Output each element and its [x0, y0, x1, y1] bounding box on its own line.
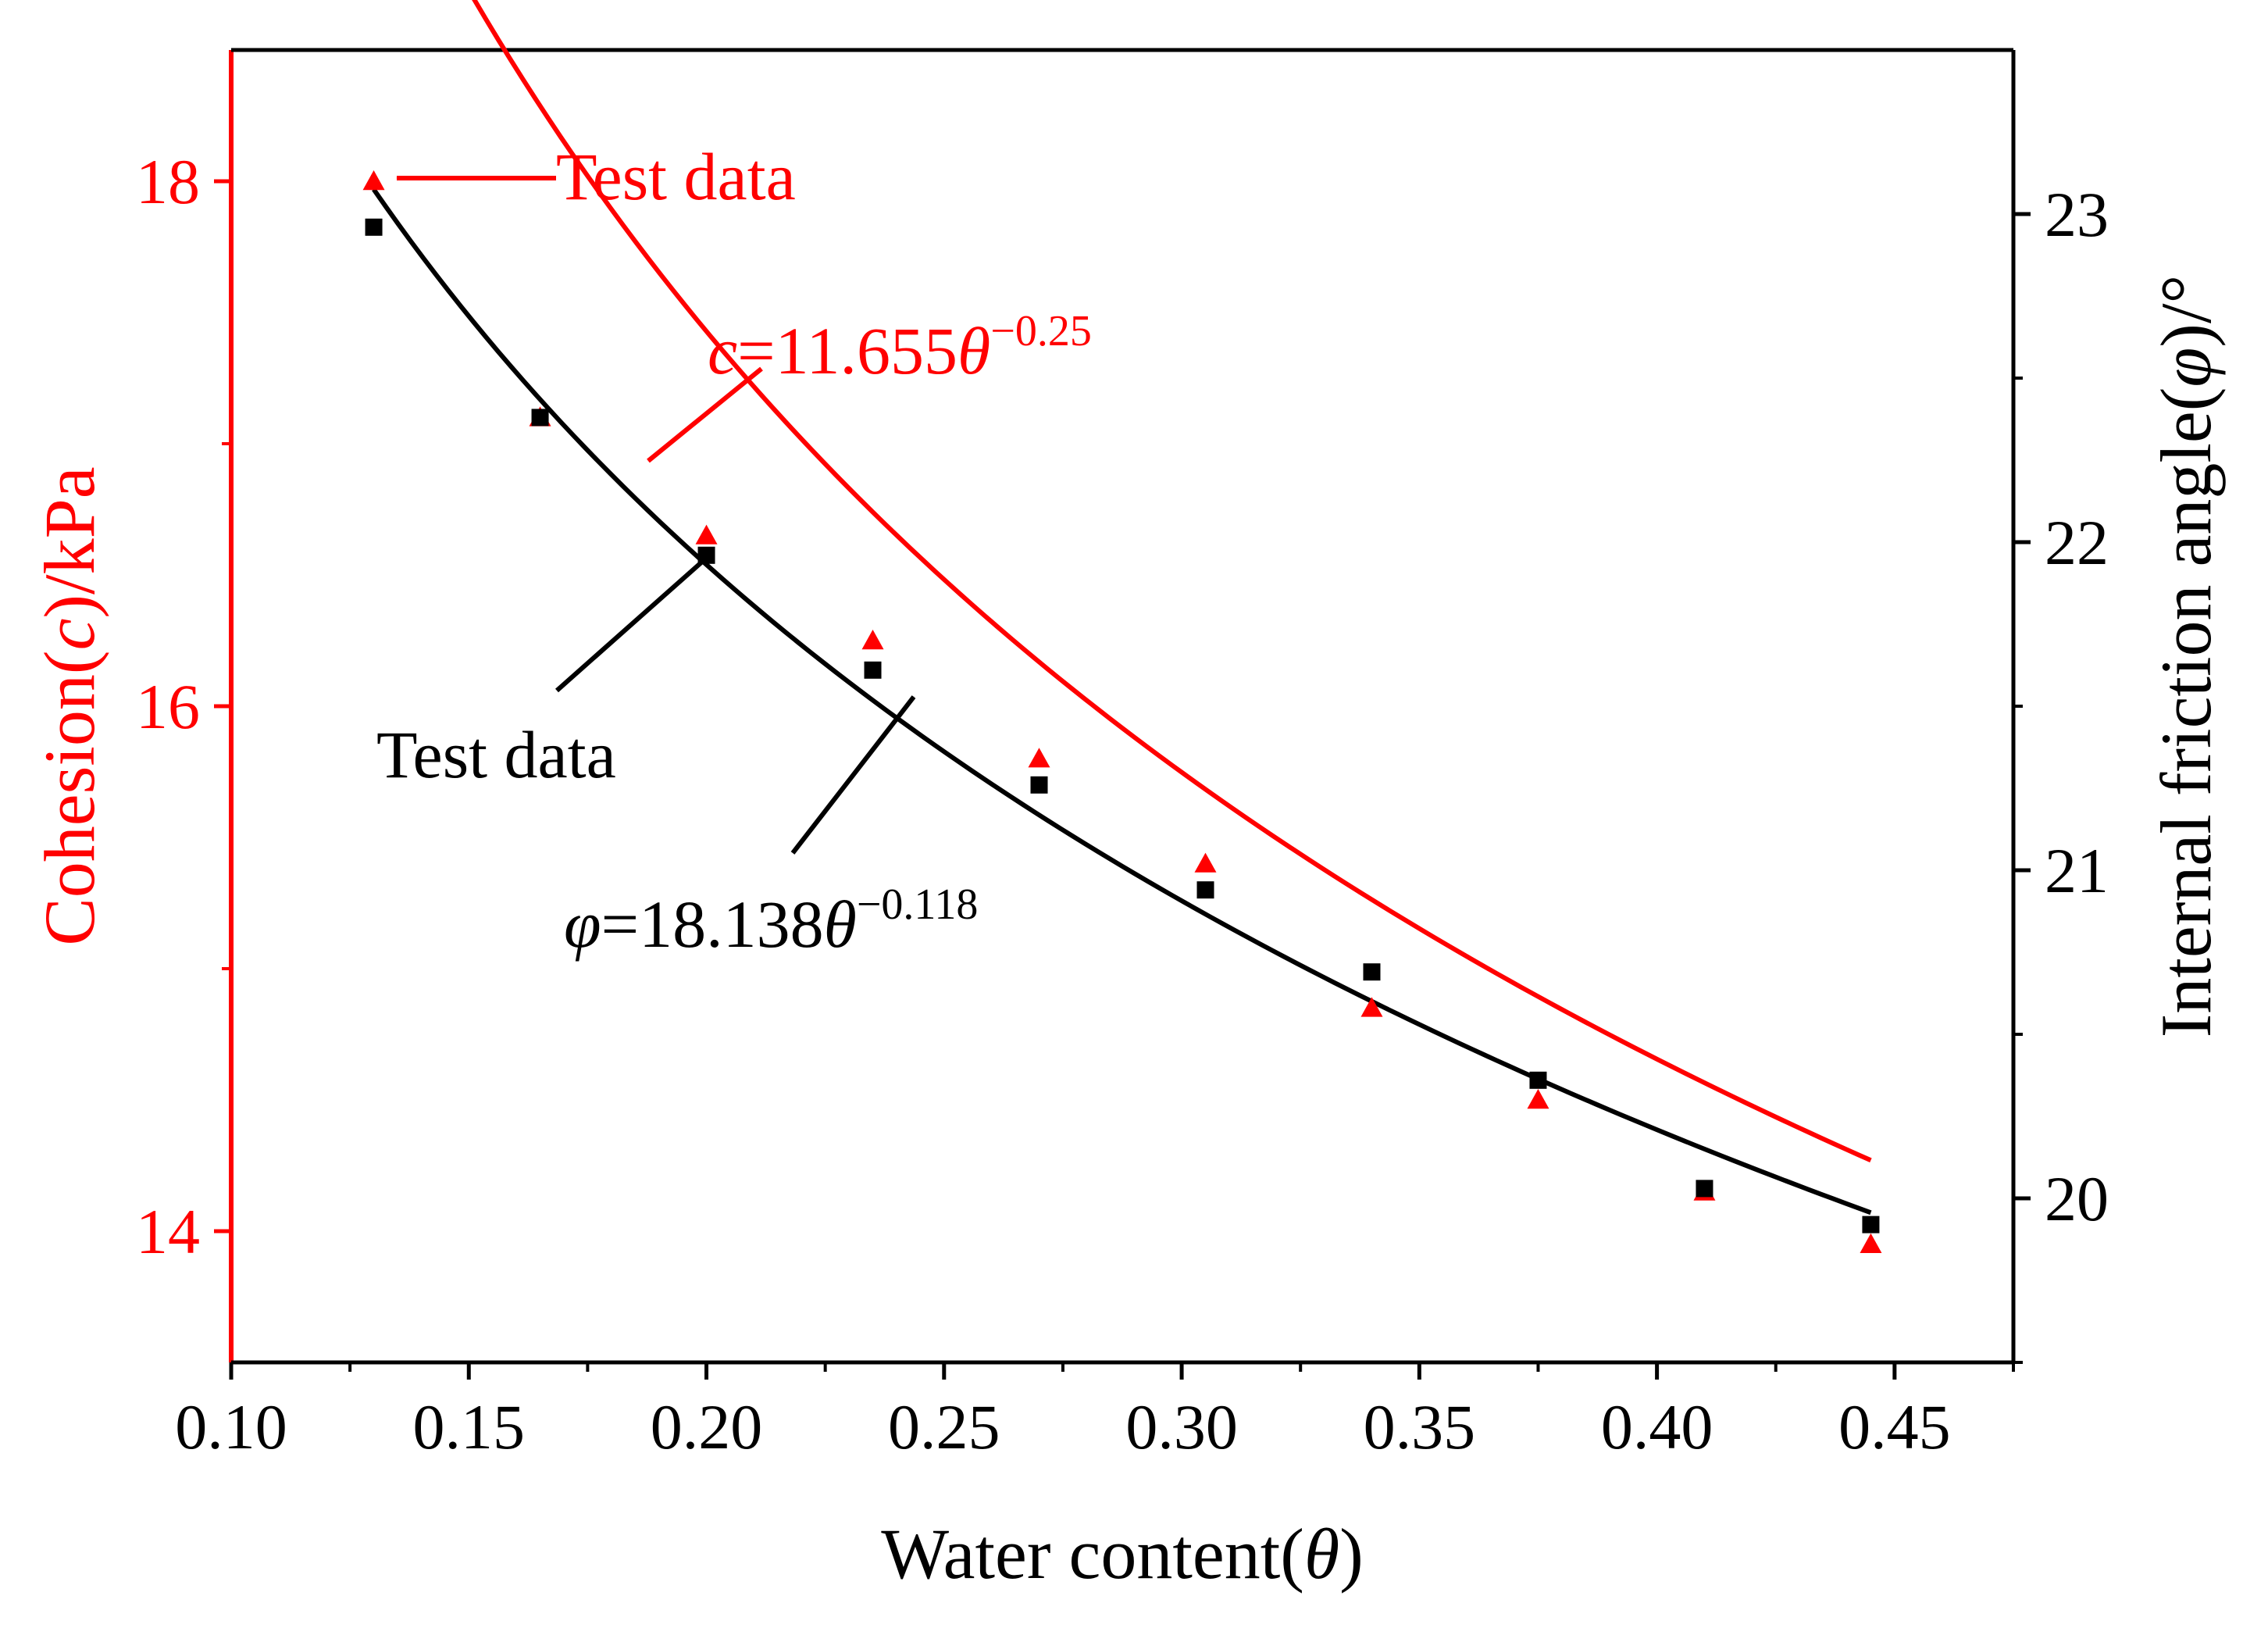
x-tick-label: 0.25	[888, 1391, 1000, 1462]
right-y-tick-label: 20	[2045, 1163, 2109, 1234]
x-tick-label: 0.20	[651, 1391, 763, 1462]
eq-black-arrow	[790, 695, 916, 855]
friction-point	[864, 661, 882, 679]
cohesion-test-points	[362, 170, 1882, 1253]
x-axis-ticks: 0.10 0.15 0.20 0.25 0.30 0.35 0.40 0.45	[175, 1362, 2015, 1462]
cohesion-point	[695, 524, 718, 544]
cohesion-point	[1360, 997, 1383, 1017]
friction-point	[531, 409, 549, 427]
right-y-axis-ticks: 20 21 22 23	[2013, 179, 2109, 1364]
right-y-tick-label: 22	[2045, 507, 2109, 578]
cohesion-point	[1527, 1089, 1549, 1109]
friction-point	[1696, 1180, 1713, 1198]
left-y-tick-label: 16	[136, 671, 200, 742]
right-y-tick-label: 23	[2045, 179, 2109, 250]
left-y-axis-ticks: 14 16 18	[136, 146, 231, 1267]
friction-point	[1363, 963, 1381, 981]
cohesion-point	[362, 170, 385, 191]
cohesion-point	[1860, 1233, 1882, 1253]
friction-point	[1529, 1071, 1547, 1089]
friction-point	[1196, 881, 1214, 899]
left-y-tick-label: 18	[136, 146, 200, 217]
test-data-red-label: Test data	[556, 139, 796, 214]
cohesion-point	[1028, 748, 1050, 768]
friction-fit-curve	[372, 187, 1872, 1216]
x-tick-label: 0.30	[1125, 1391, 1238, 1462]
right-y-axis-title: Internal friction angle(φ)/°	[2146, 275, 2226, 1038]
friction-test-points	[365, 218, 1880, 1233]
eq-red-arrow	[647, 366, 763, 463]
cohesion-point	[861, 630, 884, 650]
x-tick-label: 0.15	[413, 1391, 526, 1462]
x-tick-label: 0.35	[1364, 1391, 1476, 1462]
cohesion-fit-curve	[472, 0, 1872, 1163]
x-tick-label: 0.45	[1838, 1391, 1951, 1462]
right-y-tick-label: 21	[2045, 835, 2109, 906]
eq-black-label: φ=18.138θ−0.118	[564, 880, 978, 962]
friction-point	[365, 218, 383, 236]
eq-red-label: c=11.655θ−0.25	[708, 307, 1092, 388]
x-axis-title: Water content(θ)	[881, 1514, 1364, 1594]
x-tick-label: 0.10	[175, 1391, 287, 1462]
left-y-tick-label: 14	[136, 1196, 200, 1267]
test-data-black-arrow	[555, 560, 703, 693]
friction-point	[1862, 1216, 1880, 1233]
cohesion-point	[1194, 852, 1217, 873]
left-y-axis-title: Cohesion(c)/kPa	[30, 466, 109, 945]
friction-point	[697, 546, 715, 564]
friction-point	[1030, 776, 1048, 794]
test-data-black-label: Test data	[376, 717, 616, 792]
x-tick-label: 0.40	[1601, 1391, 1713, 1462]
